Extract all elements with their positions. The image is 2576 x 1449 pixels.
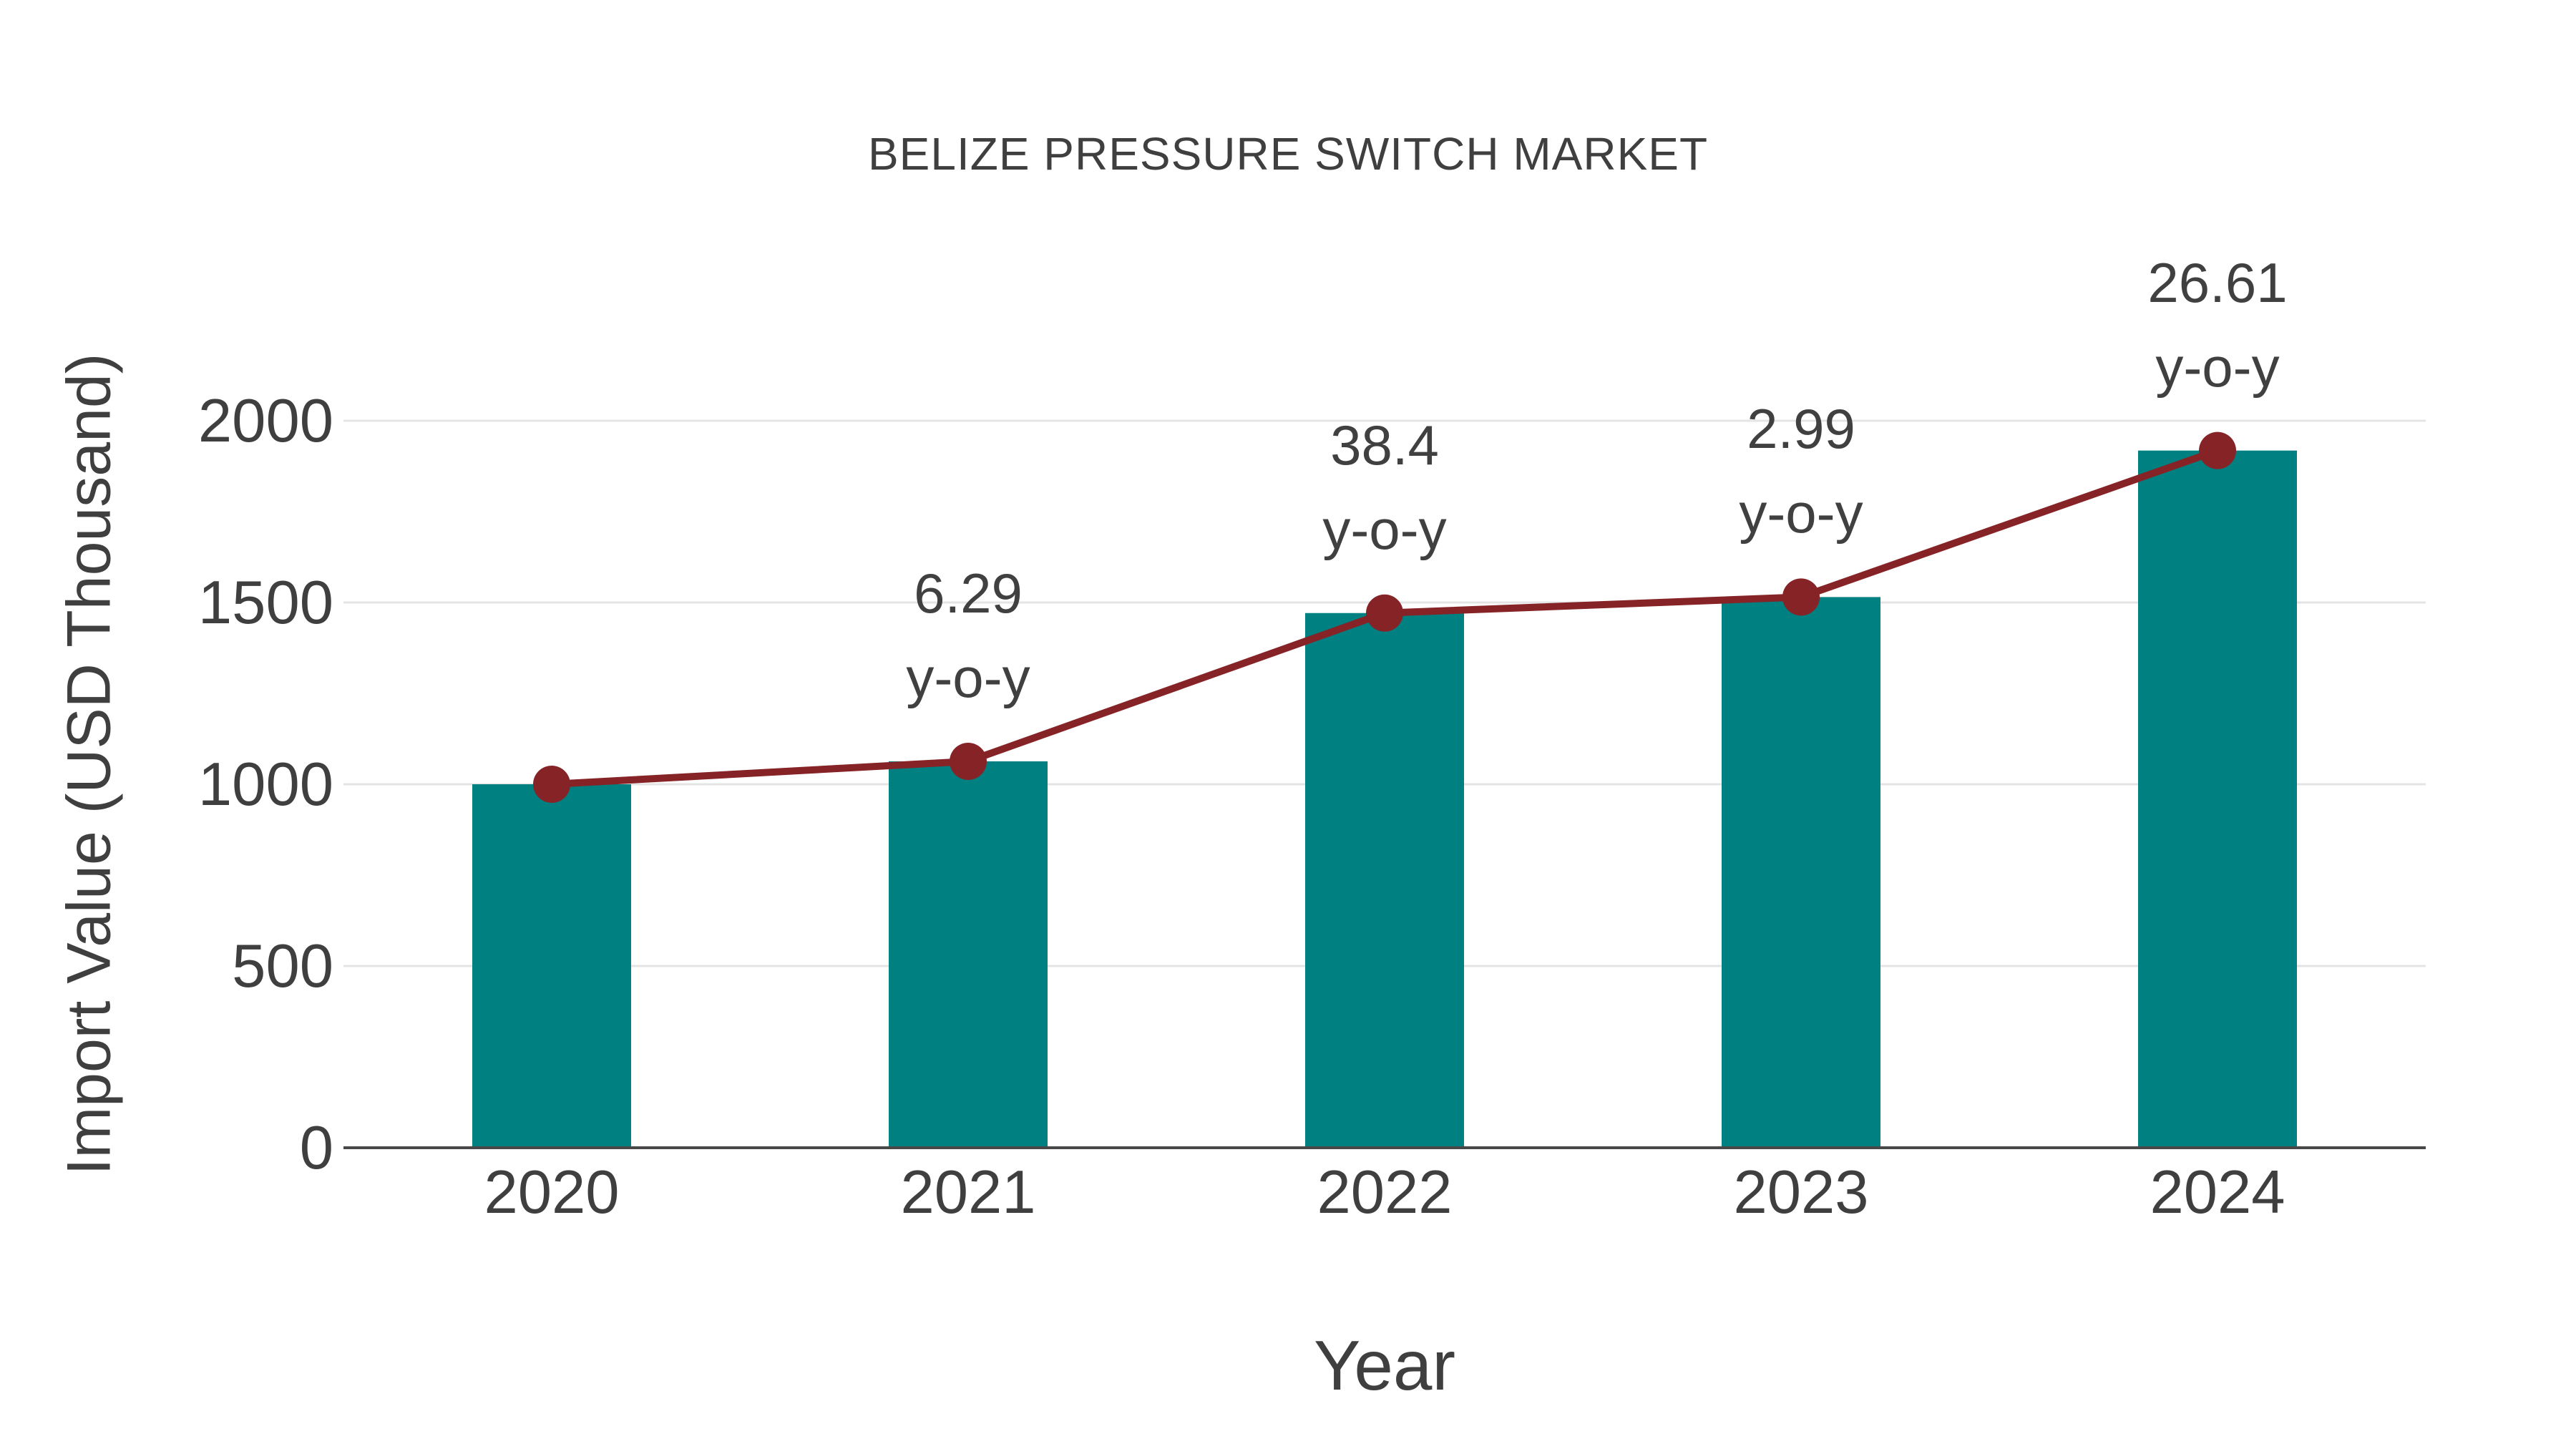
x-tick-label-2022: 2022 [1317,1158,1453,1226]
annotation-2024-suffix: y-o-y [2155,335,2280,399]
x-tick-label-2024: 2024 [2150,1158,2285,1226]
bar-2024[interactable] [2138,450,2297,1148]
annotation-2023-value: 2.99 [1747,397,1855,461]
line-marker-2022[interactable] [1366,594,1403,632]
annotation-2021-suffix: y-o-y [906,645,1030,709]
chart-title: BELIZE PRESSURE SWITCH MARKET [867,128,1709,180]
x-tick-label-2021: 2021 [900,1158,1036,1226]
bar-2022[interactable] [1305,613,1464,1148]
annotation-2021-value: 6.29 [914,561,1023,625]
y-tick-label-1500: 1500 [197,568,333,637]
line-marker-2024[interactable] [2199,431,2236,469]
y-tick-label-0: 0 [299,1113,333,1182]
annotation-2022-value: 38.4 [1330,413,1439,477]
annotation-2022-suffix: y-o-y [1322,497,1447,561]
annotation-2023-suffix: y-o-y [1739,482,1863,545]
line-marker-2021[interactable] [950,742,987,780]
x-tick-label-2020: 2020 [484,1158,620,1226]
bar-2020[interactable] [472,784,631,1148]
x-tick-label-2023: 2023 [1733,1158,1869,1226]
y-tick-label-2000: 2000 [197,386,333,455]
x-axis-title: Year [1313,1326,1455,1405]
line-marker-2020[interactable] [533,766,570,803]
bar-2021[interactable] [889,761,1048,1148]
y-tick-label-1000: 1000 [197,750,333,819]
line-marker-2023[interactable] [1782,578,1820,616]
annotation-2024-value: 26.61 [2147,250,2288,314]
bar-2023[interactable] [1722,597,1880,1148]
y-tick-label-500: 500 [232,932,333,1000]
